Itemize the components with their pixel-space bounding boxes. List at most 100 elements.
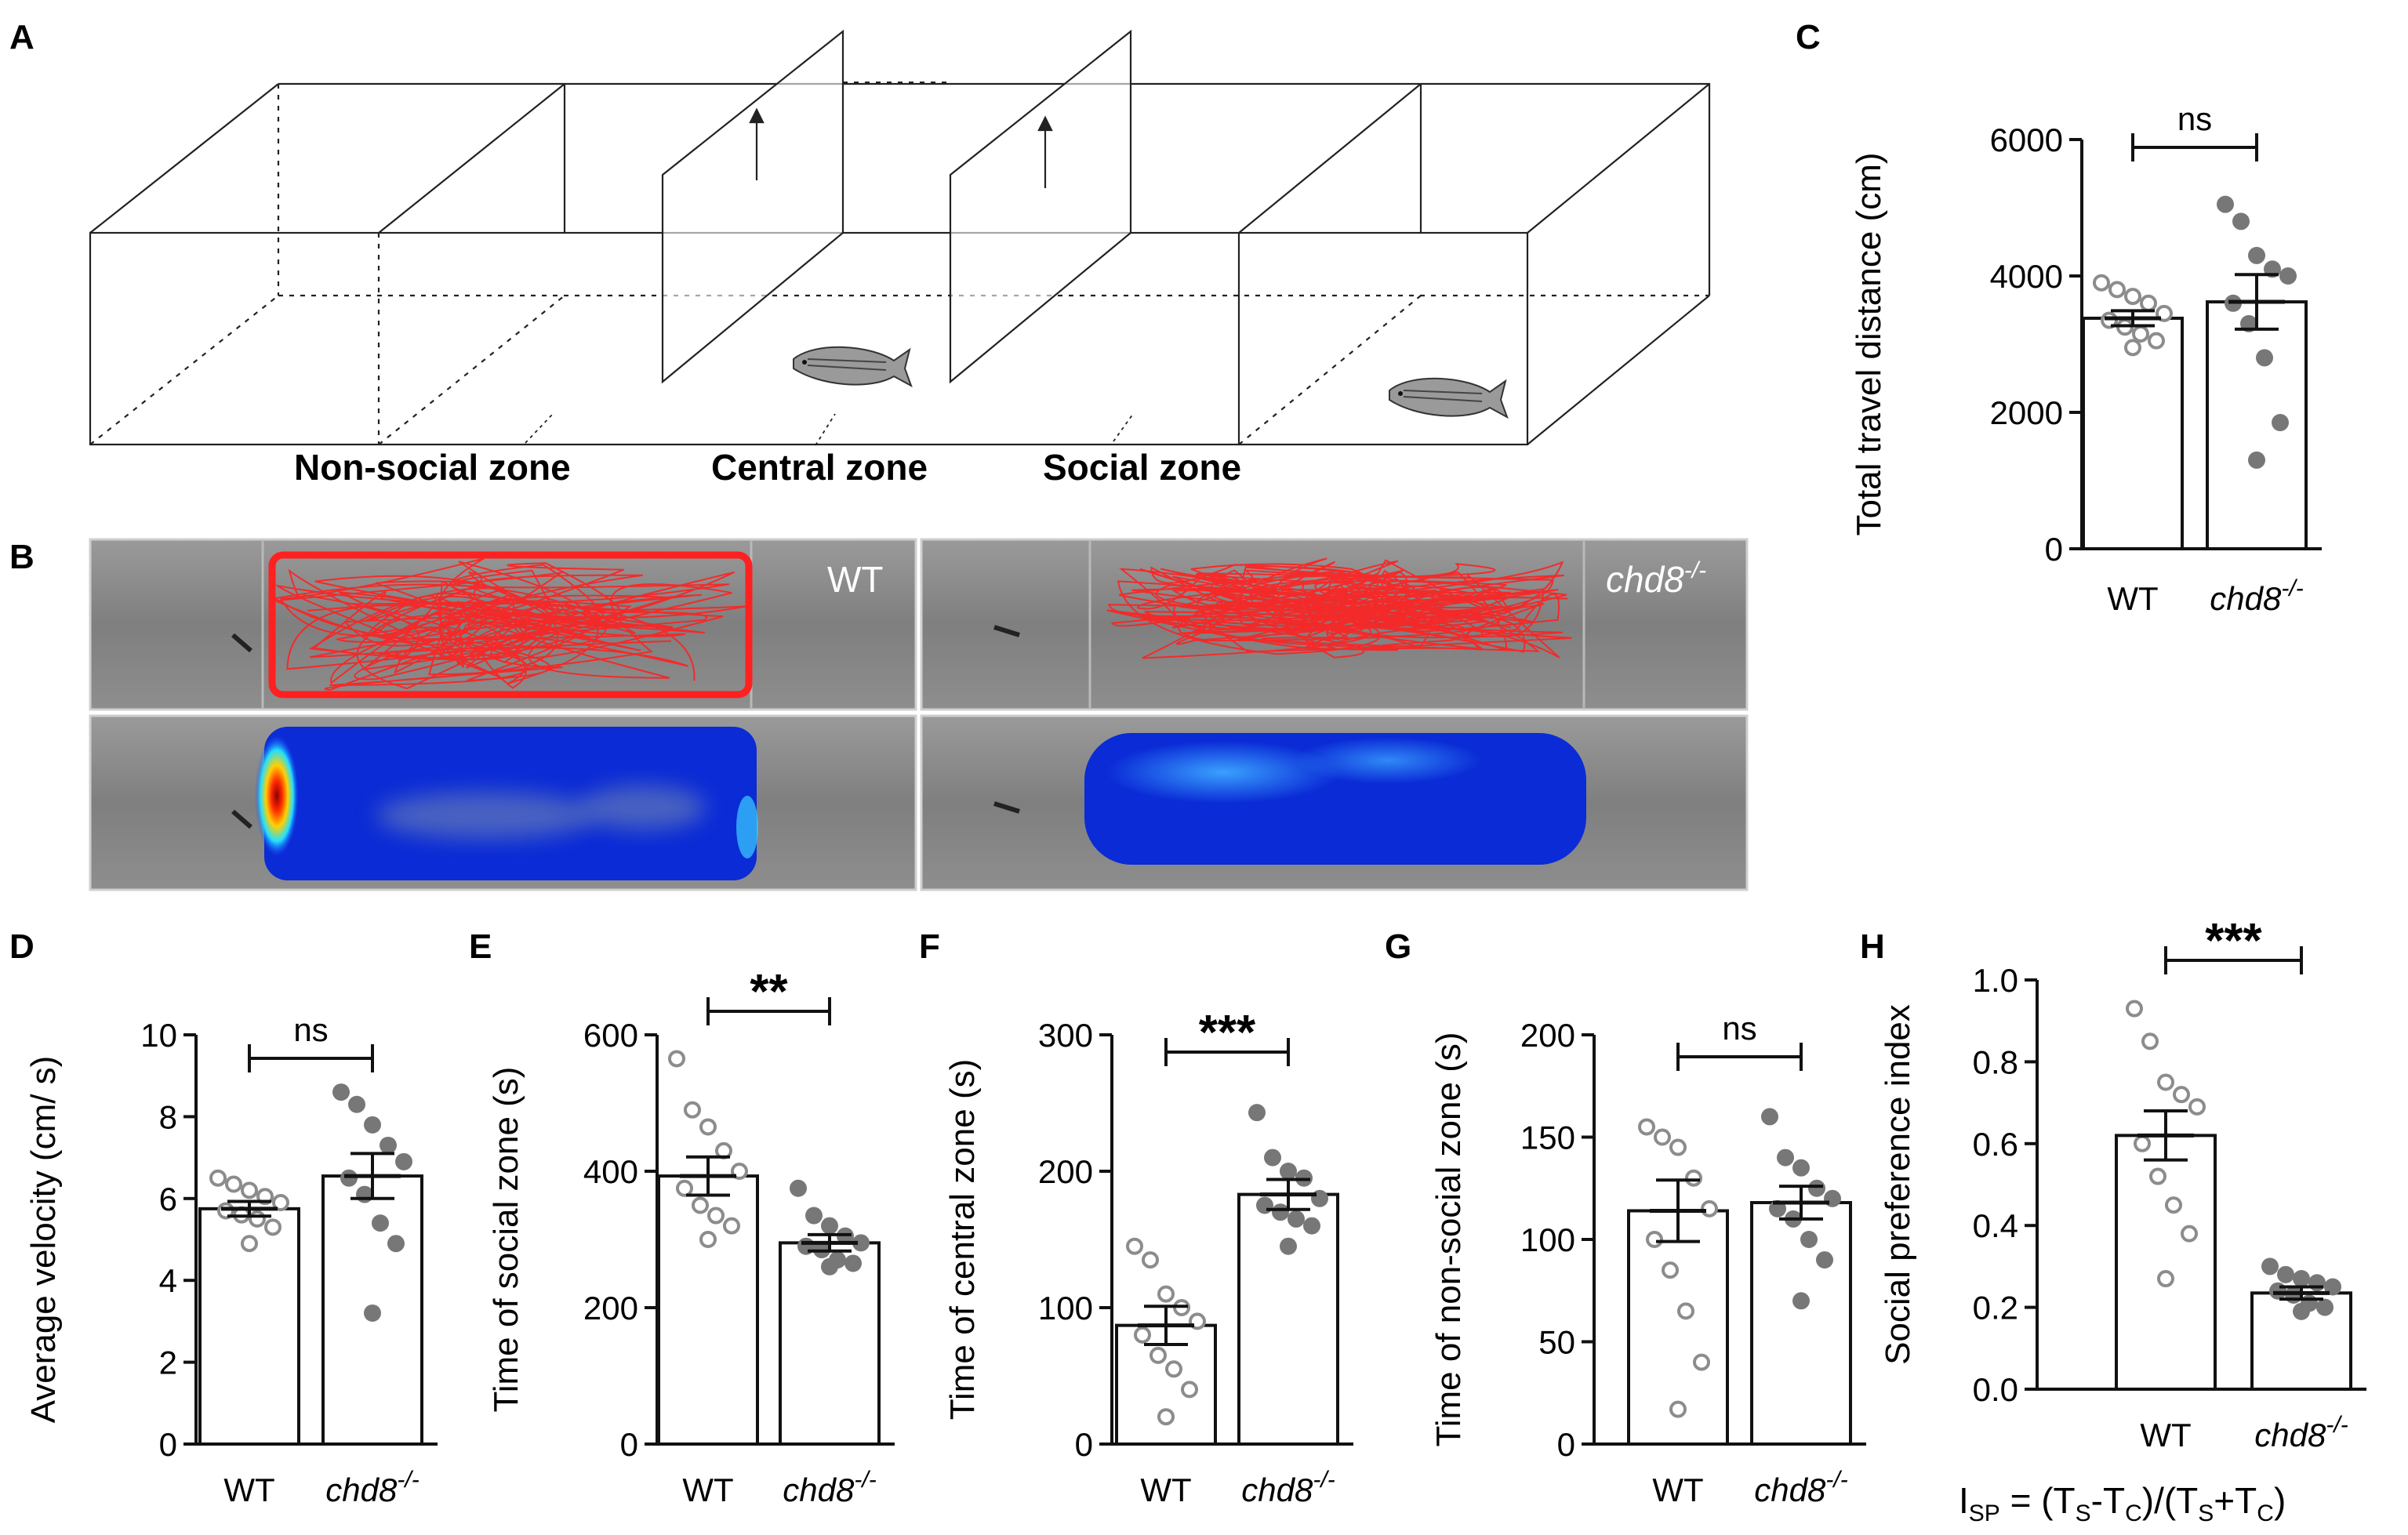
data-point-chd8 xyxy=(2269,1282,2286,1300)
data-point-chd8 xyxy=(852,1234,870,1252)
y-tick-label: 0 xyxy=(620,1426,638,1463)
y-tick-label: 2000 xyxy=(1990,394,2063,431)
data-point-wt xyxy=(692,1196,709,1214)
heatmap-image-chd8 xyxy=(920,714,1749,891)
x-tick-label-main: WT xyxy=(2107,580,2158,617)
y-tick-label: 0.4 xyxy=(1973,1207,2018,1244)
track-path xyxy=(1106,557,1572,659)
data-point-chd8 xyxy=(364,1116,381,1134)
y-tick-label: 100 xyxy=(1038,1290,1093,1326)
y-tick-label: 0.2 xyxy=(1973,1290,2018,1326)
data-point-wt xyxy=(1669,1138,1687,1156)
swim-track-chd8 xyxy=(1106,557,1572,659)
tracking-image-wt xyxy=(89,538,917,711)
data-point-wt xyxy=(1662,1261,1679,1279)
data-point-wt xyxy=(1701,1199,1718,1217)
y-tick-label: 0 xyxy=(1075,1426,1093,1463)
chart-d: 0 2 4 6 8 10 Average velocity (cm/ s) WT chd8-/-… xyxy=(24,1011,438,1508)
data-point-wt xyxy=(1693,1353,1710,1371)
y-tick-label: 400 xyxy=(583,1153,638,1190)
significance-label: ns xyxy=(2177,100,2212,137)
data-point-chd8 xyxy=(2272,414,2289,432)
data-point-wt xyxy=(2124,339,2141,357)
x-tick-label-main: chd8 xyxy=(2210,580,2282,617)
data-point-chd8 xyxy=(1248,1104,1266,1122)
zebrafish-icon xyxy=(793,346,913,388)
data-point-chd8 xyxy=(2256,349,2273,367)
y-tick-label: 150 xyxy=(1520,1119,1575,1156)
y-tick-label: 10 xyxy=(140,1017,177,1054)
data-point-chd8 xyxy=(1264,1149,1281,1167)
panel-letter-b: B xyxy=(9,538,35,576)
y-tick-label: 0 xyxy=(2045,531,2063,568)
chart-c: 0 2000 4000 6000 Total travel distance (cm) W… xyxy=(1850,100,2322,617)
chart-g: 0 50 100 150 200 Time of non-social zone (s) W… xyxy=(1429,1010,1866,1508)
data-point-chd8 xyxy=(2293,1302,2310,1320)
data-point-chd8 xyxy=(2232,212,2250,230)
data-point-wt xyxy=(1669,1400,1687,1418)
data-point-chd8 xyxy=(2261,1257,2279,1276)
data-point-wt xyxy=(1646,1231,1663,1248)
chart-e: 0 200 400 600 Time of social zone (s) WT chd8-… xyxy=(487,965,895,1508)
data-point-wt xyxy=(225,1175,242,1193)
data-point-chd8 xyxy=(1792,1292,1810,1310)
panel-letter-e: E xyxy=(469,927,492,966)
x-tick-label-main: chd8 xyxy=(325,1471,398,1508)
heatmap-image-wt xyxy=(89,714,917,891)
data-point-wt xyxy=(1134,1326,1151,1344)
data-point-wt xyxy=(249,1210,266,1228)
x-tick-label-superscript: -/- xyxy=(2326,1412,2348,1438)
data-point-wt xyxy=(2188,1098,2206,1116)
zone-label-central: Central zone xyxy=(711,447,928,488)
track-label-wt: WT xyxy=(827,559,884,600)
panel-letter-g: G xyxy=(1385,927,1411,966)
x-tick-label: WT xyxy=(1652,1471,1703,1508)
x-tick-label: chd8-/- xyxy=(1754,1467,1847,1508)
data-point-wt xyxy=(1685,1169,1702,1187)
data-point-chd8 xyxy=(1280,1163,1297,1180)
data-point-wt xyxy=(699,1231,717,1248)
data-point-wt xyxy=(668,1050,685,1068)
sliding-door-left xyxy=(661,29,844,384)
x-tick-label: WT xyxy=(223,1471,274,1508)
data-point-chd8 xyxy=(1816,1251,1833,1269)
bar-wt xyxy=(2082,316,2184,550)
data-point-chd8 xyxy=(790,1179,807,1197)
y-tick-label: 6000 xyxy=(1990,122,2063,158)
data-point-wt xyxy=(1677,1302,1694,1320)
data-point-wt xyxy=(1181,1381,1198,1399)
data-point-chd8 xyxy=(387,1235,405,1253)
data-point-wt xyxy=(2132,325,2149,343)
y-axis-title: Total travel distance (cm) xyxy=(1850,152,1888,535)
y-tick-label: 0.8 xyxy=(1973,1043,2018,1080)
data-point-wt xyxy=(2157,1073,2174,1091)
data-point-wt xyxy=(2093,274,2110,292)
panel-letter-a: A xyxy=(9,18,35,56)
x-tick-label-main: WT xyxy=(1652,1471,1703,1508)
panel-letter-d: D xyxy=(9,927,35,966)
data-point-chd8 xyxy=(372,1214,389,1232)
y-tick-label: 600 xyxy=(583,1017,638,1054)
data-point-chd8 xyxy=(2248,246,2265,264)
y-tick-label: 1.0 xyxy=(1973,962,2018,999)
data-point-chd8 xyxy=(356,1185,373,1203)
track-label-chd8: chd8-/- xyxy=(1606,557,1706,600)
data-point-chd8 xyxy=(332,1083,350,1101)
y-tick-label: 200 xyxy=(1520,1017,1575,1054)
data-point-wt xyxy=(1165,1360,1182,1378)
y-tick-label: 6 xyxy=(159,1181,177,1217)
data-point-wt xyxy=(1638,1118,1655,1136)
data-point-chd8 xyxy=(380,1136,397,1154)
sliding-door-right xyxy=(949,29,1132,384)
x-tick-label: chd8-/- xyxy=(325,1467,419,1508)
spi-formula: ISP = (TS-TC)/(TS+TC) xyxy=(1959,1480,2286,1526)
data-point-chd8 xyxy=(348,1095,365,1113)
data-point-chd8 xyxy=(1256,1196,1273,1214)
data-point-wt xyxy=(241,1235,258,1253)
x-tick-label-main: chd8 xyxy=(1754,1471,1826,1508)
data-point-chd8 xyxy=(2279,267,2297,285)
data-point-wt xyxy=(2134,1134,2151,1152)
data-point-wt xyxy=(1126,1237,1143,1255)
data-point-wt xyxy=(2173,1086,2190,1104)
